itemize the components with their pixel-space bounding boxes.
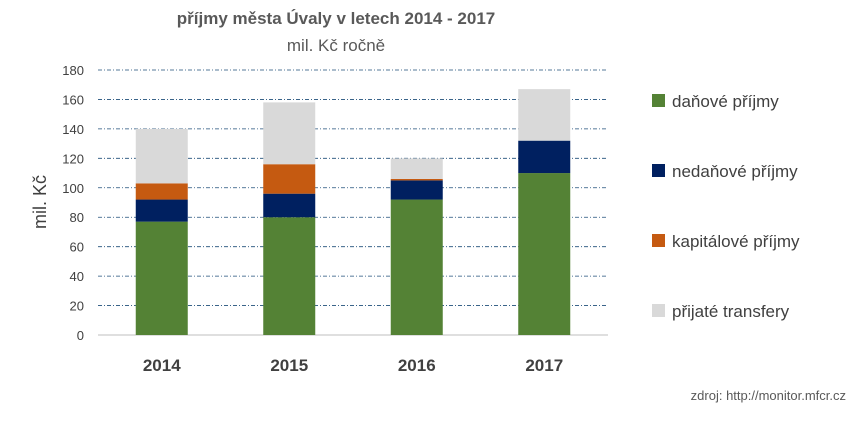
x-axis-ticks: 2014 2015 2016 2017	[143, 356, 563, 375]
bar-2016-series-0	[390, 199, 443, 335]
y-tick-label: 0	[77, 328, 84, 343]
y-tick-label: 40	[70, 269, 84, 284]
legend-label: kapitálové příjmy	[672, 232, 800, 251]
bar-2016-series-2	[390, 178, 443, 181]
legend-swatch	[652, 94, 665, 107]
bar-2014-series-1	[135, 199, 188, 222]
y-tick-label: 60	[70, 240, 84, 255]
chart-title: příjmy města Úvaly v letech 2014 - 2017	[177, 9, 495, 28]
x-tick-label: 2016	[398, 356, 436, 375]
legend-swatch	[652, 164, 665, 177]
y-tick-label: 20	[70, 299, 84, 314]
y-tick-label: 120	[62, 151, 84, 166]
y-tick-label: 160	[62, 92, 84, 107]
bar-2016-series-3	[390, 158, 443, 179]
y-tick-label: 100	[62, 181, 84, 196]
bar-2015-series-0	[263, 217, 316, 335]
y-axis-ticks: 0 20 40 60 80 100 120 140 160 180	[62, 63, 84, 343]
legend-swatch	[652, 304, 665, 317]
chart-subtitle: mil. Kč ročně	[287, 36, 385, 55]
legend-label: daňové příjmy	[672, 92, 779, 111]
legend-swatch	[652, 234, 665, 247]
bar-2016-series-1	[390, 180, 443, 200]
bar-2015-series-3	[263, 102, 316, 165]
bar-2014-series-3	[135, 128, 188, 184]
y-tick-label: 180	[62, 63, 84, 78]
x-tick-label: 2014	[143, 356, 181, 375]
legend-label: přijaté transfery	[672, 302, 790, 321]
y-tick-label: 80	[70, 210, 84, 225]
bar-2015-series-1	[263, 193, 316, 218]
y-axis-label: mil. Kč	[30, 175, 50, 229]
x-tick-label: 2017	[525, 356, 563, 375]
y-tick-label: 140	[62, 122, 84, 137]
x-tick-label: 2015	[270, 356, 308, 375]
legend: daňové příjmy nedaňové příjmy kapitálové p…	[652, 92, 800, 321]
source-note: zdroj: http://monitor.mfcr.cz	[691, 388, 846, 403]
bar-2015-series-2	[263, 164, 316, 194]
bar-2014-series-2	[135, 183, 188, 200]
legend-label: nedaňové příjmy	[672, 162, 798, 181]
bars	[135, 89, 571, 335]
bar-2017-series-0	[518, 173, 571, 335]
bar-2017-series-1	[518, 140, 571, 174]
bar-2014-series-0	[135, 221, 188, 335]
bar-2017-series-3	[518, 89, 571, 141]
